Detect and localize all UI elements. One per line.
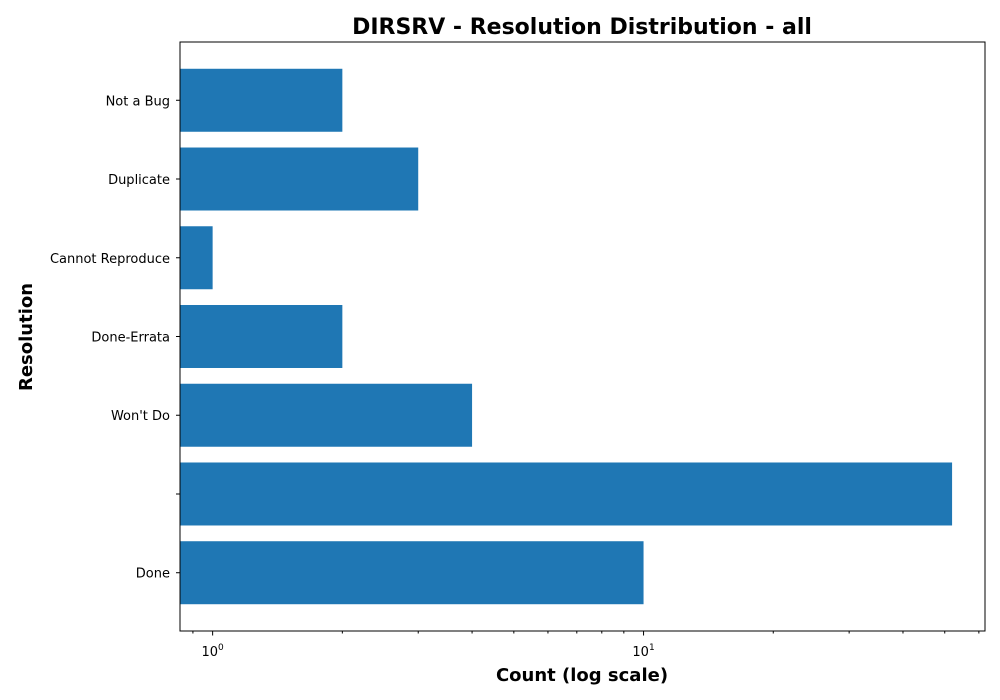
x-tick-base: 10 xyxy=(632,645,649,660)
y-tick-label: Duplicate xyxy=(108,173,170,188)
bar xyxy=(180,541,644,605)
bar xyxy=(180,226,213,290)
x-tick-label: 100 xyxy=(201,643,224,660)
bars-group xyxy=(180,68,953,605)
y-tick-label: Done-Errata xyxy=(91,331,170,346)
bar xyxy=(180,462,953,526)
plot-frame xyxy=(179,41,986,632)
y-axis-label: Resolution xyxy=(16,283,37,391)
bar xyxy=(180,383,473,447)
x-tick-label: 101 xyxy=(632,643,654,660)
x-tick-exponent: 1 xyxy=(649,643,655,653)
y-axis-ticks: Done Won't Do Done-Errata Cannot Reproduce D… xyxy=(50,94,180,582)
y-tick-label: Cannot Reproduce xyxy=(50,252,170,267)
bar xyxy=(180,305,343,368)
y-tick-label: Won't Do xyxy=(111,409,170,424)
x-axis-label: Count (log scale) xyxy=(496,665,668,686)
x-axis-ticks: 100 101 xyxy=(192,631,980,660)
bar xyxy=(180,68,343,132)
y-tick-label: Done xyxy=(136,567,170,582)
x-tick-exponent: 0 xyxy=(218,643,224,653)
x-tick-base: 10 xyxy=(201,645,218,660)
y-tick-label: Not a Bug xyxy=(106,94,170,109)
chart-title: DIRSRV - Resolution Distribution - all xyxy=(352,15,812,40)
bar xyxy=(180,147,419,211)
